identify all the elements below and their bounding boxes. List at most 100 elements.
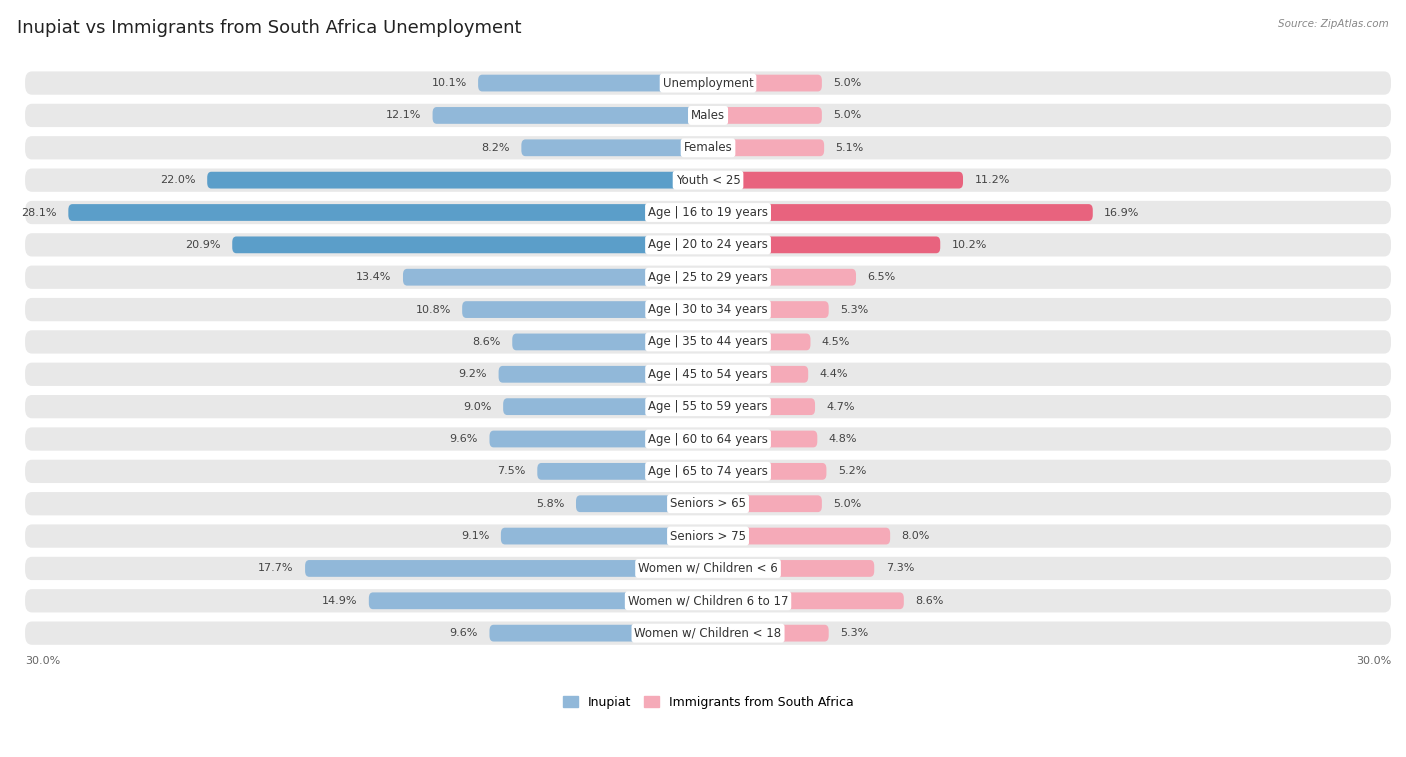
Text: 22.0%: 22.0%: [160, 175, 195, 185]
Text: Age | 55 to 59 years: Age | 55 to 59 years: [648, 400, 768, 413]
Text: Inupiat vs Immigrants from South Africa Unemployment: Inupiat vs Immigrants from South Africa …: [17, 19, 522, 37]
Text: 14.9%: 14.9%: [322, 596, 357, 606]
FancyBboxPatch shape: [501, 528, 709, 544]
Text: 8.2%: 8.2%: [481, 143, 510, 153]
FancyBboxPatch shape: [709, 560, 875, 577]
Text: 5.3%: 5.3%: [839, 304, 869, 315]
FancyBboxPatch shape: [522, 139, 709, 156]
Text: 10.1%: 10.1%: [432, 78, 467, 88]
Text: Seniors > 65: Seniors > 65: [671, 497, 747, 510]
FancyBboxPatch shape: [25, 266, 1391, 289]
FancyBboxPatch shape: [709, 236, 941, 254]
Text: 7.3%: 7.3%: [886, 563, 914, 574]
Text: Age | 60 to 64 years: Age | 60 to 64 years: [648, 432, 768, 446]
Text: 4.8%: 4.8%: [828, 434, 858, 444]
FancyBboxPatch shape: [25, 330, 1391, 354]
FancyBboxPatch shape: [489, 625, 709, 641]
Text: 30.0%: 30.0%: [25, 656, 60, 665]
FancyBboxPatch shape: [25, 298, 1391, 321]
FancyBboxPatch shape: [576, 495, 709, 512]
Text: 28.1%: 28.1%: [21, 207, 58, 217]
Text: 5.3%: 5.3%: [839, 628, 869, 638]
Text: 17.7%: 17.7%: [259, 563, 294, 574]
Text: 10.8%: 10.8%: [415, 304, 451, 315]
Text: 5.0%: 5.0%: [834, 499, 862, 509]
FancyBboxPatch shape: [709, 625, 828, 641]
Text: 10.2%: 10.2%: [952, 240, 987, 250]
Text: 9.2%: 9.2%: [458, 369, 488, 379]
FancyBboxPatch shape: [709, 495, 823, 512]
Text: Females: Females: [683, 142, 733, 154]
Text: Source: ZipAtlas.com: Source: ZipAtlas.com: [1278, 19, 1389, 29]
FancyBboxPatch shape: [489, 431, 709, 447]
Text: 9.6%: 9.6%: [450, 628, 478, 638]
Text: 16.9%: 16.9%: [1104, 207, 1139, 217]
FancyBboxPatch shape: [25, 589, 1391, 612]
Text: 4.5%: 4.5%: [823, 337, 851, 347]
Text: 5.2%: 5.2%: [838, 466, 866, 476]
FancyBboxPatch shape: [25, 169, 1391, 192]
Text: Age | 35 to 44 years: Age | 35 to 44 years: [648, 335, 768, 348]
FancyBboxPatch shape: [709, 75, 823, 92]
Text: Age | 65 to 74 years: Age | 65 to 74 years: [648, 465, 768, 478]
Text: Males: Males: [690, 109, 725, 122]
Text: Youth < 25: Youth < 25: [676, 173, 741, 187]
Text: Age | 30 to 34 years: Age | 30 to 34 years: [648, 303, 768, 316]
FancyBboxPatch shape: [709, 334, 810, 350]
FancyBboxPatch shape: [25, 395, 1391, 419]
Text: Women w/ Children 6 to 17: Women w/ Children 6 to 17: [628, 594, 789, 607]
FancyBboxPatch shape: [463, 301, 709, 318]
Text: 20.9%: 20.9%: [186, 240, 221, 250]
Text: Age | 25 to 29 years: Age | 25 to 29 years: [648, 271, 768, 284]
Text: Unemployment: Unemployment: [662, 76, 754, 89]
FancyBboxPatch shape: [25, 363, 1391, 386]
FancyBboxPatch shape: [478, 75, 709, 92]
FancyBboxPatch shape: [404, 269, 709, 285]
FancyBboxPatch shape: [207, 172, 709, 188]
Text: 9.0%: 9.0%: [464, 402, 492, 412]
FancyBboxPatch shape: [25, 71, 1391, 95]
Text: 4.4%: 4.4%: [820, 369, 848, 379]
Text: Age | 45 to 54 years: Age | 45 to 54 years: [648, 368, 768, 381]
FancyBboxPatch shape: [709, 204, 1092, 221]
FancyBboxPatch shape: [232, 236, 709, 254]
Text: Women w/ Children < 18: Women w/ Children < 18: [634, 627, 782, 640]
Text: 5.1%: 5.1%: [835, 143, 863, 153]
FancyBboxPatch shape: [709, 172, 963, 188]
Text: 6.5%: 6.5%: [868, 273, 896, 282]
FancyBboxPatch shape: [305, 560, 709, 577]
Text: 7.5%: 7.5%: [498, 466, 526, 476]
Legend: Inupiat, Immigrants from South Africa: Inupiat, Immigrants from South Africa: [558, 690, 858, 714]
Text: Age | 16 to 19 years: Age | 16 to 19 years: [648, 206, 768, 219]
Text: 4.7%: 4.7%: [827, 402, 855, 412]
FancyBboxPatch shape: [25, 428, 1391, 450]
FancyBboxPatch shape: [709, 431, 817, 447]
FancyBboxPatch shape: [433, 107, 709, 124]
FancyBboxPatch shape: [709, 269, 856, 285]
Text: 8.6%: 8.6%: [472, 337, 501, 347]
FancyBboxPatch shape: [25, 136, 1391, 160]
FancyBboxPatch shape: [537, 463, 709, 480]
FancyBboxPatch shape: [25, 459, 1391, 483]
FancyBboxPatch shape: [25, 104, 1391, 127]
Text: Seniors > 75: Seniors > 75: [671, 530, 747, 543]
FancyBboxPatch shape: [25, 621, 1391, 645]
FancyBboxPatch shape: [709, 463, 827, 480]
Text: 8.6%: 8.6%: [915, 596, 943, 606]
FancyBboxPatch shape: [499, 366, 709, 383]
FancyBboxPatch shape: [25, 525, 1391, 548]
FancyBboxPatch shape: [25, 492, 1391, 516]
Text: 9.6%: 9.6%: [450, 434, 478, 444]
FancyBboxPatch shape: [25, 233, 1391, 257]
FancyBboxPatch shape: [368, 593, 709, 609]
FancyBboxPatch shape: [25, 201, 1391, 224]
Text: 9.1%: 9.1%: [461, 531, 489, 541]
Text: Women w/ Children < 6: Women w/ Children < 6: [638, 562, 778, 575]
Text: 11.2%: 11.2%: [974, 175, 1010, 185]
FancyBboxPatch shape: [25, 557, 1391, 580]
FancyBboxPatch shape: [69, 204, 709, 221]
FancyBboxPatch shape: [512, 334, 709, 350]
FancyBboxPatch shape: [709, 528, 890, 544]
Text: 5.0%: 5.0%: [834, 78, 862, 88]
FancyBboxPatch shape: [709, 593, 904, 609]
